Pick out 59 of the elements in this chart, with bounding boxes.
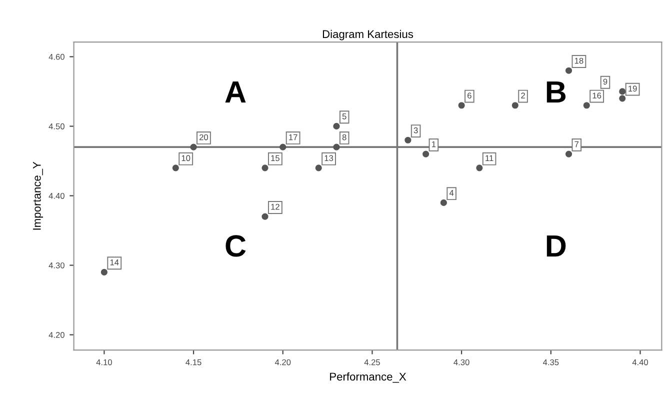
text: 13 xyxy=(324,155,334,162)
text: 17 xyxy=(289,134,298,140)
text: 15 xyxy=(271,155,280,162)
y-axis-title: Importance_Y xyxy=(33,162,44,230)
y-tick-label: 4.20 xyxy=(48,332,64,338)
x-tick-label: 4.10 xyxy=(96,359,112,366)
point xyxy=(262,213,268,220)
annotation: D xyxy=(546,235,566,256)
text: 11 xyxy=(486,155,494,161)
point xyxy=(333,122,340,130)
x-tick-label: 4.25 xyxy=(364,359,380,366)
point xyxy=(619,95,626,102)
text: 12 xyxy=(271,204,280,210)
y-tick-label: 4.30 xyxy=(48,262,64,268)
annotation: A xyxy=(225,81,246,102)
text: 7 xyxy=(574,141,579,148)
point xyxy=(458,102,465,109)
y-tick-label: 4.60 xyxy=(48,54,64,60)
point xyxy=(565,150,572,158)
point xyxy=(512,102,518,109)
annotation: B xyxy=(546,81,566,102)
text: 2 xyxy=(521,92,525,98)
point xyxy=(619,88,626,95)
point xyxy=(583,102,590,109)
x-axis-title: Performance_X xyxy=(330,372,406,383)
point xyxy=(440,199,447,206)
point xyxy=(333,144,340,150)
point xyxy=(190,144,197,150)
point xyxy=(315,164,322,172)
point xyxy=(172,164,179,172)
text: 14 xyxy=(110,260,119,266)
chart-title: Diagram Kartesius xyxy=(322,30,414,40)
point xyxy=(565,67,572,74)
point xyxy=(404,136,412,144)
point xyxy=(476,164,483,172)
point xyxy=(100,268,108,276)
annotation: C xyxy=(226,235,246,257)
point xyxy=(280,144,286,150)
y-tick-label: 4.50 xyxy=(48,123,64,130)
text: 4 xyxy=(449,190,454,196)
text: 10 xyxy=(182,155,190,162)
x-tick-label: 4.30 xyxy=(454,359,470,366)
x-tick-label: 4.20 xyxy=(274,359,291,366)
point xyxy=(262,164,268,172)
text: 16 xyxy=(592,92,602,99)
y-tick-label: 4.40 xyxy=(48,192,64,199)
x-tick-label: 4.15 xyxy=(186,359,202,366)
text: 1 xyxy=(432,141,436,148)
text: 20 xyxy=(200,134,208,140)
text: 6 xyxy=(468,92,472,99)
text: 9 xyxy=(603,78,608,85)
text: 18 xyxy=(574,58,584,64)
text: 5 xyxy=(342,114,346,120)
point xyxy=(422,150,430,158)
text: 3 xyxy=(414,127,418,134)
text: 8 xyxy=(342,134,346,140)
text: 19 xyxy=(628,86,637,92)
x-tick-label: 4.40 xyxy=(632,359,648,366)
x-tick-label: 4.35 xyxy=(542,359,559,366)
